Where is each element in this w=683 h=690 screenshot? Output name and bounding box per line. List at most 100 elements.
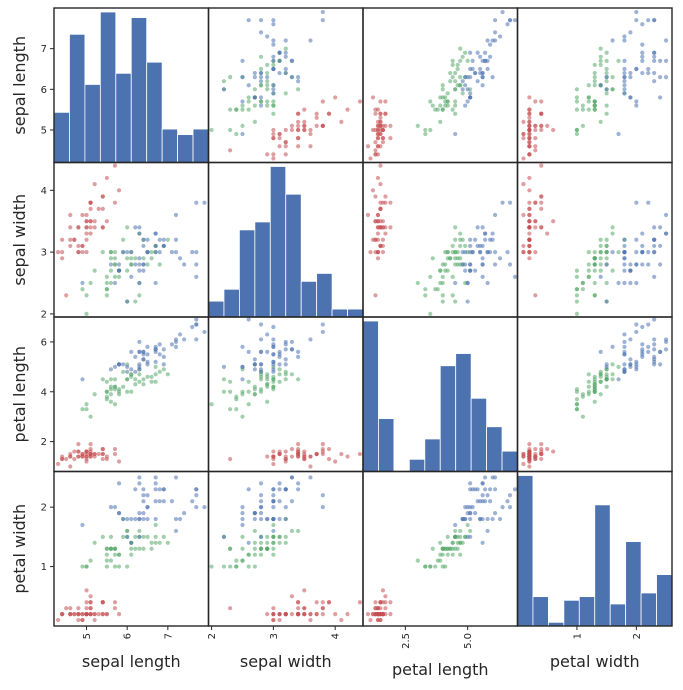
- panel-3-1: [208, 471, 363, 626]
- point-1-3-139: [640, 243, 645, 249]
- point-2-0-144: [153, 347, 158, 352]
- point-2-3-107: [622, 332, 627, 337]
- point-0-2-58: [455, 62, 460, 68]
- point-3-0-43: [84, 588, 89, 593]
- point-0-3-89: [592, 107, 597, 112]
- point-3-0-137: [141, 516, 146, 522]
- point-0-1-142: [252, 95, 257, 100]
- point-0-3-148: [652, 79, 657, 84]
- point-1-3-72: [604, 280, 609, 286]
- point-0-3-74: [592, 70, 597, 76]
- point-3-1-62: [221, 564, 227, 569]
- point-2-3-22: [527, 464, 532, 469]
- point-0-3-30: [527, 136, 532, 141]
- point-3-1-63: [265, 540, 270, 545]
- point-2-1-86: [277, 372, 282, 377]
- point-0-1-49: [289, 127, 295, 133]
- point-0-3-121: [634, 103, 639, 108]
- point-2-0-70: [121, 369, 126, 374]
- point-0-1-30: [277, 136, 282, 141]
- point-3-1-79: [246, 564, 251, 569]
- point-1-0-127: [129, 250, 134, 255]
- point-1-3-78: [604, 256, 609, 261]
- point-1-0-16: [100, 194, 105, 199]
- point-0-1-135: [271, 18, 276, 23]
- point-2-1-55: [258, 377, 264, 382]
- point-0-2-48: [378, 115, 383, 120]
- frames-layer: [53, 7, 673, 627]
- point-2-1-68: [221, 377, 227, 382]
- point-2-1-106: [240, 377, 245, 382]
- panel-frame-3-3: [516, 470, 673, 627]
- point-3-1-16: [326, 600, 332, 605]
- point-3-0-57: [80, 564, 85, 569]
- point-1-3-46: [527, 200, 532, 205]
- point-2-1-110: [283, 362, 288, 367]
- point-3-1-45: [271, 606, 276, 611]
- point-2-3-77: [616, 364, 621, 369]
- point-0-1-117: [320, 18, 325, 23]
- point-1-0-111: [141, 268, 146, 273]
- point-0-3-107: [622, 34, 627, 39]
- point-0-3-139: [640, 50, 645, 55]
- point-1-3-89: [592, 280, 597, 286]
- point-1-0-133: [137, 262, 142, 267]
- point-2-0-145: [153, 359, 158, 364]
- point-0-2-20: [383, 111, 388, 116]
- point-0-1-79: [246, 99, 251, 104]
- point-0-2-49: [375, 127, 381, 133]
- point-3-1-19: [320, 606, 325, 611]
- point-2-1-131: [320, 329, 325, 335]
- point-1-3-149: [622, 250, 627, 255]
- point-1-3-123: [622, 268, 627, 273]
- point-0-1-102: [271, 42, 276, 47]
- point-1-2-134: [480, 274, 485, 279]
- point-3-2-137: [478, 516, 483, 522]
- point-1-2-129: [485, 250, 490, 255]
- point-1-3-126: [622, 262, 627, 267]
- hist-bar-petal-length-3: [408, 458, 426, 472]
- point-3-2-79: [428, 564, 433, 569]
- point-1-3-37: [521, 212, 526, 218]
- point-2-0-42: [60, 456, 65, 462]
- point-1-2-29: [380, 237, 386, 242]
- point-3-2-93: [423, 564, 428, 569]
- point-1-3-50: [598, 237, 603, 242]
- point-0-2-15: [378, 99, 383, 104]
- point-2-0-121: [108, 367, 114, 372]
- point-3-2-121: [463, 505, 468, 510]
- panel-1-0: [54, 162, 209, 317]
- point-1-2-86: [458, 243, 463, 249]
- point-0-1-118: [246, 18, 251, 23]
- point-2-0-138: [125, 369, 130, 374]
- point-3-2-45: [375, 606, 381, 611]
- point-0-1-143: [283, 54, 288, 59]
- hist-bar-sepal-width-9: [347, 308, 364, 318]
- point-1-3-82: [586, 268, 591, 273]
- point-2-3-61: [604, 384, 609, 389]
- point-2-1-118: [246, 317, 251, 322]
- point-0-1-54: [258, 66, 264, 72]
- point-1-3-118: [652, 274, 657, 279]
- point-2-1-143: [283, 342, 288, 347]
- point-3-0-65: [153, 540, 158, 545]
- hist-bar-sepal-length-2: [84, 84, 101, 163]
- point-0-3-85: [610, 87, 615, 92]
- point-1-3-8: [527, 256, 532, 261]
- point-1-0-78: [125, 256, 130, 261]
- point-1-0-81: [104, 287, 109, 292]
- xtick-label-sepal-length-5: 5: [82, 633, 93, 639]
- point-1-0-36: [104, 219, 109, 224]
- point-0-3-31: [539, 111, 544, 116]
- point-3-2-75: [450, 540, 455, 545]
- point-2-0-57: [80, 407, 85, 412]
- point-1-0-6: [68, 225, 73, 230]
- point-3-0-95: [112, 552, 118, 557]
- point-2-3-81: [574, 397, 580, 402]
- point-1-3-51: [604, 237, 609, 242]
- point-1-2-144: [483, 231, 488, 236]
- point-1-2-79: [428, 274, 433, 279]
- point-0-2-127: [463, 83, 468, 88]
- point-1-0-37: [80, 212, 85, 218]
- point-1-3-15: [539, 163, 544, 168]
